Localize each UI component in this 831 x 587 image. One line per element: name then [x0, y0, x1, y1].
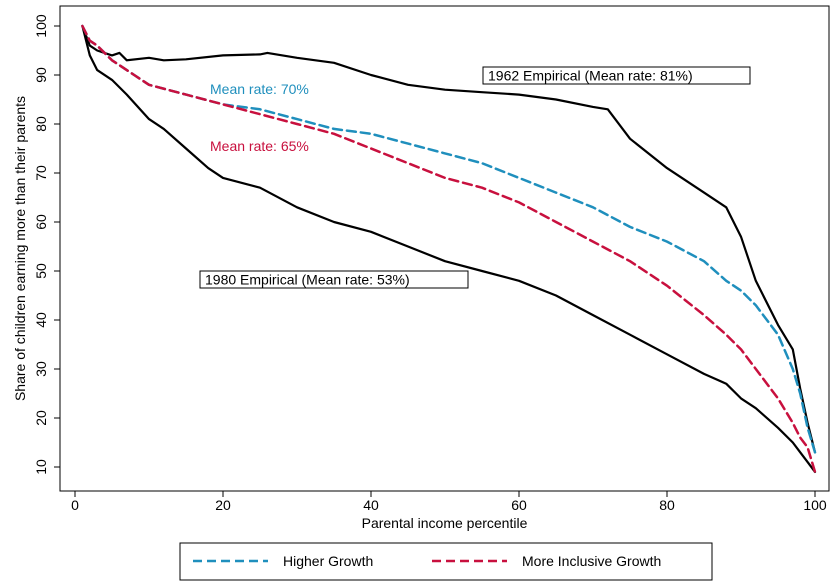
axes: 0 20 40 60 80 100 10 20 30 40 50 60 70 80 90 100 Parenta… [12, 5, 830, 531]
y-tick-label: 40 [33, 312, 49, 328]
x-tick-label: 20 [215, 497, 231, 513]
annotation-mean-inclusive: Mean rate: 65% [210, 138, 309, 154]
x-tick-label: 60 [511, 497, 527, 513]
x-tick-label: 40 [363, 497, 379, 513]
y-tick-label: 20 [33, 410, 49, 426]
y-tick-label: 50 [33, 263, 49, 279]
x-tick-label: 0 [71, 497, 79, 513]
y-tick-label: 80 [33, 116, 49, 132]
annotations: 1962 Empirical (Mean rate: 81%) 1980 Emp… [199, 66, 751, 289]
annotation-mean-higher: Mean rate: 70% [210, 81, 309, 97]
y-tick-label: 100 [33, 14, 49, 38]
legend-label-higher-growth: Higher Growth [283, 553, 373, 569]
y-tick-label: 70 [33, 165, 49, 181]
series-line-1980-empirical [81, 24, 817, 473]
legend: Higher Growth More Inclusive Growth [179, 542, 713, 581]
y-tick-label: 60 [33, 214, 49, 230]
x-tick-label: 100 [803, 497, 827, 513]
plot-frame [59, 5, 830, 492]
series-line-more-inclusive-growth [81, 24, 817, 474]
y-tick-label: 90 [33, 67, 49, 83]
annotation-1980: 1980 Empirical (Mean rate: 53%) [205, 272, 410, 288]
y-axis-label: Share of children earning more than thei… [12, 96, 28, 401]
annotation-1962: 1962 Empirical (Mean rate: 81%) [488, 68, 693, 84]
series-lines [81, 24, 817, 474]
y-tick-label: 30 [33, 361, 49, 377]
legend-label-more-inclusive-growth: More Inclusive Growth [522, 553, 661, 569]
x-tick-label: 80 [659, 497, 675, 513]
annotation-box-1980 [199, 270, 469, 289]
annotation-box-1962 [482, 66, 751, 85]
series-line-1962-empirical [81, 24, 817, 454]
x-axis-label: Parental income percentile [362, 515, 528, 531]
y-tick-label: 10 [33, 459, 49, 475]
